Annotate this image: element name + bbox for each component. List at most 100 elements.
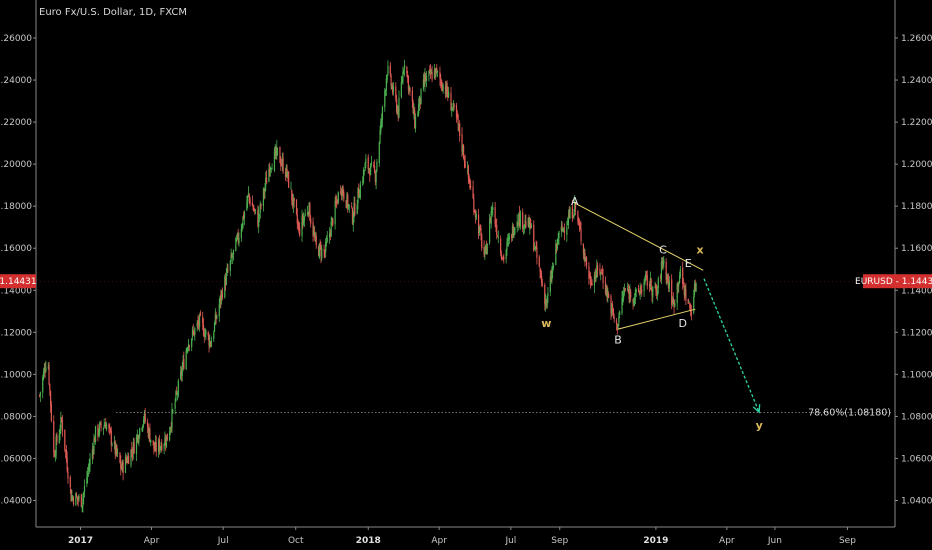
candle-body — [381, 106, 384, 120]
candle-body — [232, 249, 235, 255]
candle-body — [424, 74, 426, 85]
candle-body — [455, 105, 458, 118]
candle-body — [533, 248, 536, 250]
candle-body — [39, 392, 41, 396]
candle-body — [265, 177, 268, 184]
candle-body — [492, 207, 494, 210]
candle-body — [589, 276, 592, 284]
candle-body — [358, 196, 361, 199]
candle-body — [219, 296, 221, 304]
candle-body — [602, 275, 604, 284]
left-tick-label: 1.18000 — [0, 202, 32, 212]
candle-body — [104, 425, 106, 427]
candle-body — [578, 219, 580, 224]
candle-body — [194, 328, 196, 335]
candle-body — [368, 168, 370, 170]
candle-body — [591, 282, 593, 286]
candle-body — [124, 456, 127, 473]
candle-body — [472, 186, 474, 199]
candle-body — [44, 369, 46, 372]
candle-body — [248, 193, 250, 198]
candle-body — [365, 158, 367, 164]
candle-body — [525, 221, 527, 228]
candle-body — [678, 275, 681, 284]
right-tick-label: 1.22000 — [901, 118, 932, 128]
candle-body — [484, 251, 486, 254]
candle-body — [48, 365, 50, 384]
right-tick-label: 1.04000 — [901, 497, 932, 507]
candle-body — [656, 290, 658, 296]
right-tick-label: 1.24000 — [901, 76, 932, 86]
candle-body — [511, 234, 513, 239]
triangle-upper-line — [574, 202, 704, 271]
candle-body — [133, 442, 135, 454]
candle-body — [286, 168, 288, 176]
left-tick-label: 1.12000 — [0, 328, 32, 338]
candle-body — [694, 284, 696, 291]
candle-body — [323, 249, 325, 251]
candle-body — [637, 288, 640, 293]
candle-body — [215, 315, 217, 320]
candle-body — [414, 116, 417, 129]
candle-body — [451, 108, 453, 111]
candle-body — [466, 166, 469, 168]
candle-body — [380, 120, 382, 132]
candle-body — [595, 276, 597, 279]
candle-body — [693, 296, 695, 313]
candle-body — [177, 380, 179, 396]
candle-body — [402, 71, 404, 83]
candle-body — [627, 290, 629, 292]
candle-body — [676, 283, 678, 304]
candle-body — [340, 191, 342, 193]
candle-body — [604, 282, 607, 294]
candle-body — [375, 171, 377, 183]
candle-body — [78, 495, 80, 500]
candle-body — [191, 338, 193, 347]
left-tick-label: 1.14000 — [0, 286, 32, 296]
candle-body — [259, 203, 261, 214]
candle-body — [226, 268, 228, 273]
candle-body — [574, 203, 577, 210]
candle-body — [61, 420, 64, 432]
candle-body — [160, 445, 162, 449]
candle-body — [103, 425, 105, 428]
candle-body — [164, 437, 166, 446]
candle-body — [232, 256, 234, 258]
candle-body — [207, 332, 209, 336]
candle-body — [254, 208, 256, 211]
candle-body — [657, 278, 659, 289]
candle-body — [370, 162, 372, 165]
candle-body — [500, 238, 502, 253]
candle-body — [585, 258, 587, 260]
candle-body — [560, 226, 562, 231]
candle-body — [59, 430, 61, 434]
candle-body — [153, 441, 155, 449]
candle-body — [347, 204, 350, 208]
candle-body — [619, 311, 621, 315]
candle-body — [331, 217, 333, 221]
candle-body — [264, 187, 266, 192]
candle-body — [216, 315, 218, 318]
candle-body — [649, 284, 651, 287]
candle-body — [403, 70, 405, 73]
candle-body — [398, 97, 400, 118]
candle-body — [225, 272, 227, 285]
candle-body — [312, 221, 314, 237]
left-tick-label: 1.06000 — [0, 454, 32, 464]
candle-body — [321, 248, 323, 259]
candle-body — [475, 213, 477, 219]
candle-body — [269, 168, 271, 172]
candle-body — [70, 489, 72, 502]
candle-body — [667, 279, 670, 288]
candle-body — [538, 256, 540, 267]
candle-body — [672, 297, 674, 303]
candle-body — [643, 282, 645, 292]
candle-body — [459, 123, 461, 136]
left-tick-label: 1.10000 — [0, 370, 32, 380]
candle-body — [351, 208, 354, 224]
candle-body — [76, 495, 78, 497]
candle-body — [76, 496, 79, 500]
left-tick-label: 1.04000 — [0, 497, 32, 507]
candle-body — [303, 218, 305, 224]
candle-body — [486, 243, 488, 255]
